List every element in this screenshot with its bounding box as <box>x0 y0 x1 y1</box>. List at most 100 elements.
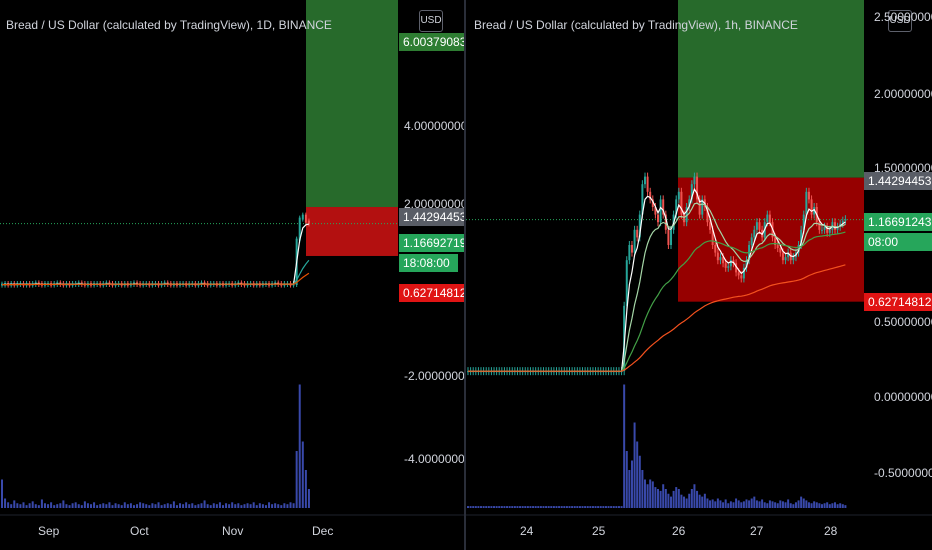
left-current-price-tag: 1.16692719 <box>399 234 471 252</box>
right-volume-bar <box>729 501 732 508</box>
right-candle <box>701 199 704 215</box>
left-chart-canvas[interactable] <box>0 0 464 550</box>
right-volume-bar <box>745 499 748 508</box>
left-chart-panel[interactable]: Bread / US Dollar (calculated by Trading… <box>0 0 471 550</box>
right-candle <box>826 226 829 233</box>
left-stop-price-tag: 0.62714812 <box>399 284 471 302</box>
right-volume-bar <box>683 496 686 508</box>
right-volume-bar <box>784 502 787 508</box>
left-volume-bar <box>71 503 74 508</box>
left-currency-button[interactable]: USD <box>419 10 443 32</box>
right-volume-bar <box>693 484 696 508</box>
right-volume-bar <box>735 498 738 508</box>
right-volume-bar <box>716 498 719 508</box>
right-volume-bar <box>667 493 670 508</box>
right-volume-bar <box>787 499 790 508</box>
left-volume-bar <box>286 504 289 508</box>
left-volume-bar <box>102 503 105 508</box>
right-candle <box>753 229 756 238</box>
left-volume-bar <box>185 502 188 508</box>
right-chart-panel[interactable]: Bread / US Dollar (calculated by Trading… <box>466 0 932 550</box>
right-candle <box>800 229 803 245</box>
right-volume-bar <box>508 506 511 508</box>
right-volume-bar <box>844 505 847 508</box>
left-volume-bar <box>200 503 203 508</box>
left-volume-bar <box>129 503 132 508</box>
right-volume-bar <box>573 506 576 508</box>
left-volume-bar <box>237 503 240 508</box>
right-volume-bar <box>638 455 641 508</box>
right-candle <box>792 257 795 261</box>
right-chart-canvas[interactable] <box>466 0 932 550</box>
right-countdown-tag: 08:00 <box>864 233 932 251</box>
panel-divider[interactable] <box>464 0 466 550</box>
right-volume-bar <box>641 470 644 508</box>
right-volume-bar <box>620 506 623 508</box>
right-currency-button[interactable]: USD <box>888 10 912 32</box>
left-volume-bar <box>132 505 135 508</box>
right-volume-bar <box>534 506 537 508</box>
right-candle <box>719 257 722 261</box>
left-volume-bar <box>289 502 292 508</box>
left-volume-bar <box>215 504 218 508</box>
left-volume-bar <box>40 499 43 508</box>
right-volume-bar <box>828 504 831 508</box>
right-volume-bar <box>675 487 678 508</box>
right-candle <box>662 199 665 215</box>
right-volume-bar <box>797 500 800 508</box>
right-volume-bar <box>763 502 766 508</box>
left-volume-bar <box>228 504 231 508</box>
left-chart-title: Bread / US Dollar (calculated by Trading… <box>6 18 332 32</box>
left-volume-bar <box>246 503 249 508</box>
right-x-tick-4: 27 <box>750 524 764 538</box>
left-volume-bar <box>154 504 157 508</box>
right-volume-bar <box>532 506 535 508</box>
left-volume-bar <box>197 504 200 508</box>
right-volume-bar <box>703 493 706 508</box>
left-volume-bar <box>218 502 221 508</box>
right-volume-bar <box>766 503 769 508</box>
left-volume-bar <box>123 502 126 508</box>
right-volume-bar <box>722 502 725 508</box>
left-volume-bar <box>304 470 307 508</box>
right-volume-bar <box>802 498 805 508</box>
left-volume-bar <box>151 503 154 508</box>
right-candle <box>737 272 740 276</box>
right-candle <box>664 214 667 230</box>
left-volume-bar <box>114 503 117 508</box>
left-volume-bar <box>22 502 25 508</box>
right-volume-bar <box>820 504 823 508</box>
right-volume-bar <box>750 498 753 508</box>
right-candle <box>724 263 727 268</box>
right-candle <box>693 176 696 185</box>
right-volume-bar <box>584 506 587 508</box>
right-volume-bar <box>493 506 496 508</box>
right-volume-bar <box>732 502 735 508</box>
right-volume-bar <box>547 506 550 508</box>
right-volume-bar <box>643 479 646 508</box>
right-volume-bar <box>560 506 563 508</box>
right-volume-bar <box>807 502 810 508</box>
right-volume-bar <box>568 506 571 508</box>
right-candle <box>646 176 649 192</box>
left-volume-bar <box>59 503 62 508</box>
right-volume-bar <box>555 506 558 508</box>
left-volume-bar <box>258 503 261 508</box>
right-candle <box>823 226 826 230</box>
left-volume-bar <box>96 505 99 508</box>
right-volume-bar <box>571 506 574 508</box>
left-y-tick-1: -4.00000000 <box>404 452 472 466</box>
right-candle <box>716 252 719 261</box>
left-y-tick-2: -2.00000000 <box>404 369 472 383</box>
right-candle <box>633 229 636 253</box>
right-volume-bar <box>654 487 657 508</box>
right-candle <box>768 214 771 223</box>
left-volume-bar <box>77 504 80 508</box>
right-volume-bar <box>526 506 529 508</box>
right-volume-bar <box>529 506 532 508</box>
right-x-tick-5: 28 <box>824 524 838 538</box>
right-candle <box>774 237 777 245</box>
right-candle <box>690 184 693 200</box>
right-volume-bar <box>576 506 579 508</box>
right-candle <box>836 226 839 230</box>
